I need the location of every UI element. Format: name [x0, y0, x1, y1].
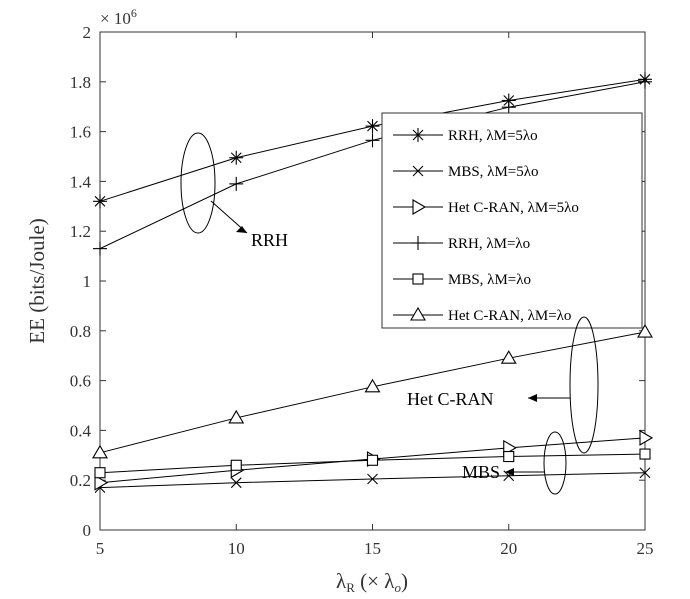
y-tick-label: 1.6 [70, 123, 91, 142]
hetcran-annotation-arrowhead [528, 394, 537, 402]
data-point [365, 133, 380, 148]
legend-entry: Het C-RAN, λM=λo [393, 306, 571, 324]
data-point [364, 378, 381, 393]
data-point [230, 477, 242, 489]
legend-swatch-marker [412, 199, 427, 215]
legend-entry: Het C-RAN, λM=5λo [393, 199, 579, 216]
mbs-annotation-arrowhead [505, 468, 514, 476]
data-point [365, 119, 380, 134]
y-tick-label: 1.8 [70, 73, 91, 92]
legend [381, 112, 643, 329]
legend-swatch-marker [412, 165, 424, 177]
x-tick-label: 5 [96, 539, 105, 558]
legend-swatch-marker [411, 236, 425, 250]
x-tick-label: 20 [500, 539, 517, 558]
data-point [228, 409, 245, 424]
y-tick-label: 0.2 [70, 471, 91, 490]
legend-entry: MBS, λM=λo [393, 272, 531, 288]
data-point [94, 474, 109, 491]
mbs-annotation-ellipse [543, 431, 567, 495]
y-tick-label: 0.6 [70, 372, 91, 391]
y-tick-label: 0.4 [70, 421, 92, 440]
y-tick-label: 0.8 [70, 322, 91, 341]
legend-label: Het C-RAN, λM=λo [448, 308, 571, 324]
data-point [93, 241, 107, 256]
data-point [93, 194, 107, 209]
y-tick-label: 1.2 [70, 222, 91, 241]
data-point [639, 448, 651, 460]
data-point [500, 350, 517, 364]
y-axis-label: EE (bits/Joule) [25, 218, 49, 343]
x-axis-label: λR (× λo) [336, 569, 408, 595]
data-point [92, 444, 108, 459]
y-tick-label: 1 [83, 272, 92, 291]
hetcran-annotation-ellipse [569, 316, 599, 454]
data-point [503, 450, 515, 463]
data-point [229, 176, 244, 191]
legend-entry: RRH, λM=λo [393, 236, 530, 252]
x-tick-label: 10 [228, 539, 245, 558]
legend-label: MBS, λM=λo [448, 272, 531, 288]
legend-label: RRH, λM=5λo [448, 128, 538, 144]
legend-entries: RRH, λM=5λo MBS, λM=5λo Het C-RAN, λM=5λo R… [393, 128, 579, 324]
legend-swatch-marker [411, 128, 425, 142]
data-point [229, 150, 244, 165]
legend-entry: RRH, λM=5λo [393, 128, 538, 144]
data-point [501, 100, 516, 115]
y-tick-label: 1.4 [70, 172, 92, 191]
legend-label: RRH, λM=λo [448, 236, 530, 252]
legend-swatch-marker [412, 273, 424, 285]
tick-layer: 5 10 15 20 25 0 0.2 0.4 0.6 0.8 1 1.2 1.4 1.6 1.8 2 [70, 23, 654, 558]
y-tick-label: 0 [83, 521, 92, 540]
x-tick-label: 15 [364, 539, 381, 558]
data-point [639, 429, 654, 446]
data-point [366, 454, 379, 466]
series-layer [92, 72, 654, 494]
data-point [639, 467, 651, 479]
data-point [230, 459, 242, 471]
legend-swatch-marker [410, 306, 426, 321]
x-tick-label: 25 [637, 539, 654, 558]
data-point [367, 473, 378, 485]
rrh-annotation-arrowhead [236, 226, 247, 233]
hetcran-annotation-label: Het C-RAN [407, 389, 494, 409]
legend-entry: MBS, λM=5λo [393, 164, 539, 180]
rrh-annotation-label: RRH [251, 230, 288, 250]
data-point [94, 467, 106, 479]
rrh-annotation-ellipse [180, 132, 216, 234]
data-point [637, 323, 653, 338]
legend-label: MBS, λM=5λo [448, 164, 539, 180]
y-multiplier: × 106 [100, 6, 137, 28]
data-point [638, 74, 652, 89]
y-tick-label: 2 [83, 23, 92, 42]
legend-label: Het C-RAN, λM=5λo [448, 200, 579, 216]
mbs-annotation-label: MBS [462, 462, 500, 482]
